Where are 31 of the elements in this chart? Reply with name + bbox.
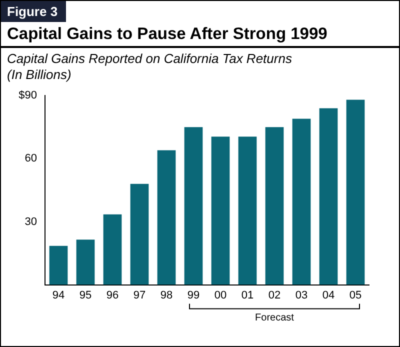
bar: [238, 136, 257, 285]
y-tick-label: 60: [24, 152, 37, 165]
bar: [319, 108, 338, 285]
bar: [346, 100, 365, 285]
x-tick-label: 98: [160, 289, 173, 302]
x-tick-label: 97: [133, 289, 146, 302]
bar: [49, 246, 68, 285]
bar: [265, 127, 284, 285]
bar: [76, 240, 95, 285]
text: Forecast: [255, 312, 294, 324]
chart-subtitle: Capital Gains Reported on California Tax Returns (In Billions): [7, 51, 292, 83]
caption: Figure 3: [1, 1, 66, 22]
bar: [292, 118, 311, 285]
bar: [184, 127, 203, 285]
x-tick-label: 05: [349, 289, 362, 302]
bar: [157, 150, 176, 285]
x-tick-label: 00: [214, 289, 227, 302]
x-tick-label: 03: [295, 289, 308, 302]
x-tick-label: 96: [106, 289, 119, 302]
x-tick-label: 95: [79, 289, 92, 302]
bar: [103, 214, 122, 285]
bar: [130, 184, 149, 285]
y-tick-label: $90: [18, 90, 37, 102]
x-tick-label: 01: [241, 289, 254, 302]
x-tick-label: 99: [187, 289, 200, 302]
y-tick-label: 30: [24, 216, 37, 228]
chart-title: Capital Gains to Pause After Strong 1999: [7, 25, 328, 44]
x-tick-label: 02: [268, 289, 281, 302]
x-tick-label: 94: [52, 289, 65, 302]
x-tick-label: 04: [322, 289, 335, 302]
bar: [211, 136, 230, 285]
